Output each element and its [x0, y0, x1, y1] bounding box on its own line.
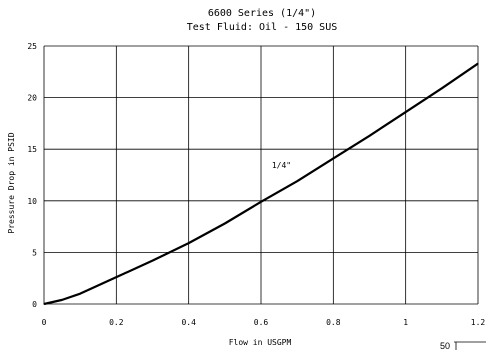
data-point: [61, 299, 63, 301]
data-point: [260, 201, 262, 203]
y-tick-label: 5: [32, 248, 37, 257]
data-point: [79, 293, 81, 295]
x-tick-label: 0.2: [109, 318, 124, 327]
data-point: [477, 62, 479, 65]
data-point: [224, 222, 226, 225]
x-tick-label: 0.6: [254, 318, 269, 327]
grid-lines: [43, 45, 479, 305]
x-tick-label: 1.2: [471, 318, 486, 327]
data-point: [405, 111, 407, 113]
y-tick-label: 25: [27, 42, 37, 51]
data-point: [43, 303, 45, 305]
x-tick-label: 0: [42, 318, 47, 327]
series-label: 1/4": [272, 161, 291, 170]
y-tick-label: 0: [32, 300, 37, 309]
data-point: [115, 276, 117, 278]
tick-labels: 0 0.2 0.4 0.6 0.8 1 1.2 0 5 10 15 20 25: [27, 42, 485, 327]
data-point: [188, 242, 190, 244]
x-axis-label: Flow in USGPM: [229, 338, 292, 347]
data-point: [151, 260, 154, 262]
x-tick-label: 1: [403, 318, 408, 327]
x-tick-label: 0.8: [326, 318, 341, 327]
y-tick-label: 15: [27, 145, 37, 154]
data-point: [97, 284, 99, 287]
data-point: [296, 180, 298, 182]
chart-subtitle: Test Fluid: Oil - 150 SUS: [187, 22, 338, 33]
data-point: [332, 157, 334, 160]
y-tick-label: 10: [27, 197, 37, 206]
series-layer: 1/4": [43, 62, 479, 306]
x-tick-label: 0.4: [181, 318, 196, 327]
data-point: [368, 135, 371, 137]
data-point: [441, 87, 443, 89]
page-number: 50: [440, 341, 450, 351]
y-axis-label: Pressure Drop in PSID: [7, 132, 16, 233]
chart-title: 6600 Series (1/4"): [208, 8, 316, 19]
y-tick-label: 20: [27, 94, 37, 103]
